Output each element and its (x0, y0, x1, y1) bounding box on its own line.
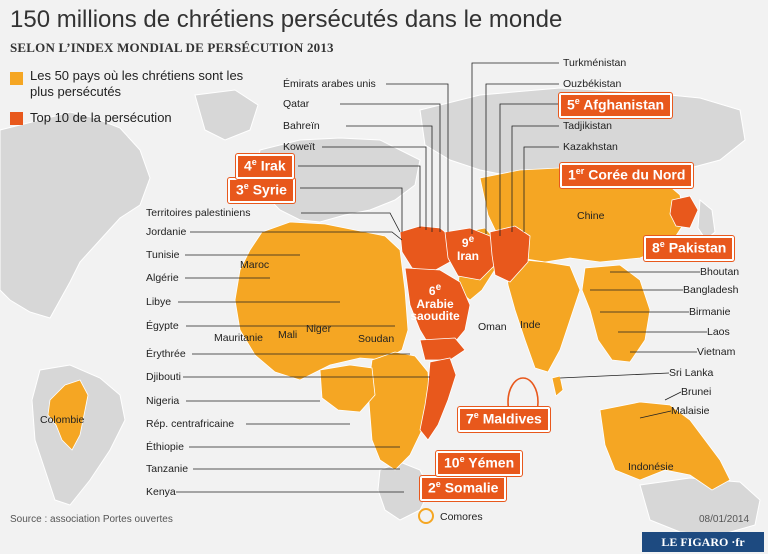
badge-rank-3: 3e Syrie (228, 178, 295, 204)
map-label-mali: Mali (278, 329, 298, 341)
label-territoires-palestiniens: Territoires palestiniens (146, 207, 251, 219)
label-libye: Libye (146, 296, 172, 308)
south-east-asia-shape (581, 264, 651, 363)
somalia-shape (419, 357, 457, 441)
map-label-rank-9: 9e Iran (456, 234, 479, 263)
label-brunei: Brunei (681, 386, 712, 398)
central-africa-shape (319, 364, 376, 413)
label-jordanie: Jordanie (146, 226, 187, 238)
label-malaisie: Malaisie (671, 405, 710, 417)
badge-rank-7: 7e Maldives (458, 407, 550, 433)
label-tadjikistan: Tadjikistan (563, 120, 613, 132)
afghanistan-pakistan-shape (489, 225, 531, 283)
label-bahrein: Bahreïn (283, 120, 320, 132)
label-rep-centrafricaine: Rép. centrafricaine (146, 418, 235, 430)
east-africa-shape (367, 351, 431, 471)
legend-swatch-top10 (10, 112, 23, 125)
australia-land (639, 477, 761, 536)
map-label-inde: Inde (520, 319, 541, 331)
map-label-mauritanie: Mauritanie (214, 332, 264, 344)
badge-rank-1: 1er Corée du Nord (560, 163, 694, 189)
india-shape (504, 257, 581, 373)
label-ouzbekistan: Ouzbékistan (563, 78, 622, 90)
label-comores: Comores (440, 511, 483, 523)
sri-lanka-shape (551, 375, 564, 397)
label-tanzanie: Tanzanie (146, 463, 189, 475)
leader-line (639, 410, 672, 419)
label-ethiopie: Éthiopie (146, 441, 184, 453)
label-erythree: Érythrée (146, 348, 186, 360)
label-birmanie: Birmanie (689, 306, 731, 318)
label-kazakhstan: Kazakhstan (563, 141, 618, 153)
saudi-arabia-shape (404, 267, 471, 351)
japan-land (697, 198, 716, 241)
label-bangladesh: Bangladesh (683, 284, 739, 296)
malaysia-indonesia-shape (599, 401, 731, 491)
badge-rank-2: 2e Somalie (420, 476, 507, 502)
map-label-chine: Chine (577, 210, 605, 222)
colombia-shape (47, 379, 89, 451)
leader-line (322, 146, 427, 230)
badge-rank-4: 4e Irak (236, 154, 294, 180)
leader-line (301, 212, 401, 233)
label-laos: Laos (707, 326, 730, 338)
leader-line (346, 125, 433, 232)
label-sri-lanka: Sri Lanka (669, 367, 714, 379)
leader-line (511, 125, 559, 232)
label-egypte: Égypte (146, 320, 179, 332)
leader-line (298, 165, 421, 228)
badge-rank-8: 8e Pakistan (644, 236, 735, 262)
leader-line (499, 103, 559, 236)
label-bhoutan: Bhoutan (700, 266, 740, 278)
label-kenya: Kenya (146, 486, 176, 498)
publication-date: 08/01/2014 (699, 514, 750, 525)
greenland-land (194, 89, 259, 141)
map-label-colombie: Colombie (40, 414, 85, 426)
north-africa-shape (234, 221, 409, 381)
label-djibouti: Djibouti (146, 371, 182, 383)
leader-line (664, 391, 682, 401)
le-figaro-logo: LE FIGARO ·fr (642, 532, 764, 552)
map-label-soudan: Soudan (358, 333, 395, 345)
leader-line (190, 231, 403, 241)
label-qatar: Qatar (283, 98, 310, 110)
yemen-shape (419, 337, 466, 361)
map-label-indonesie: Indonésie (628, 461, 674, 473)
map-label-oman: Oman (478, 321, 507, 333)
page-subtitle: SELON L’INDEX MONDIAL DE PERSÉCUTION 201… (10, 40, 334, 55)
leader-line (386, 83, 449, 232)
legend-swatch-top50 (10, 72, 23, 85)
map-label-rank-6: 6e Arabie saoudite (410, 282, 460, 324)
leader-line (485, 83, 559, 234)
label-emirats-arabes-unis: Émirats arabes unis (283, 78, 376, 90)
legend-label-top10: Top 10 de la persécution (30, 110, 172, 125)
label-koweit: Koweït (283, 141, 316, 153)
legend-label-top50: Les 50 pays où les chrétiens sont les pl… (30, 68, 244, 100)
label-turkmenistan: Turkménistan (563, 57, 627, 69)
leader-line (523, 146, 559, 232)
iran-shape (444, 227, 499, 281)
badge-rank-5: 5e Afghanistan (559, 93, 673, 119)
north-korea-shape (669, 195, 699, 229)
leader-line (559, 372, 670, 379)
comores-marker (418, 508, 434, 524)
badge-rank-10: 10e Yémen (436, 451, 523, 477)
map-label-niger: Niger (306, 323, 332, 335)
label-tunisie: Tunisie (146, 249, 180, 261)
map-label-maroc: Maroc (240, 259, 270, 271)
label-algerie: Algérie (146, 272, 179, 284)
source-note: Source : association Portes ouvertes (10, 514, 173, 525)
leader-line (300, 187, 403, 232)
leader-line (340, 103, 441, 232)
page-title: 150 millions de chrétiens persécutés dan… (10, 6, 563, 33)
north-america-land (0, 111, 151, 319)
label-vietnam: Vietnam (697, 346, 736, 358)
label-nigeria: Nigeria (146, 395, 180, 407)
leader-line (471, 62, 559, 234)
